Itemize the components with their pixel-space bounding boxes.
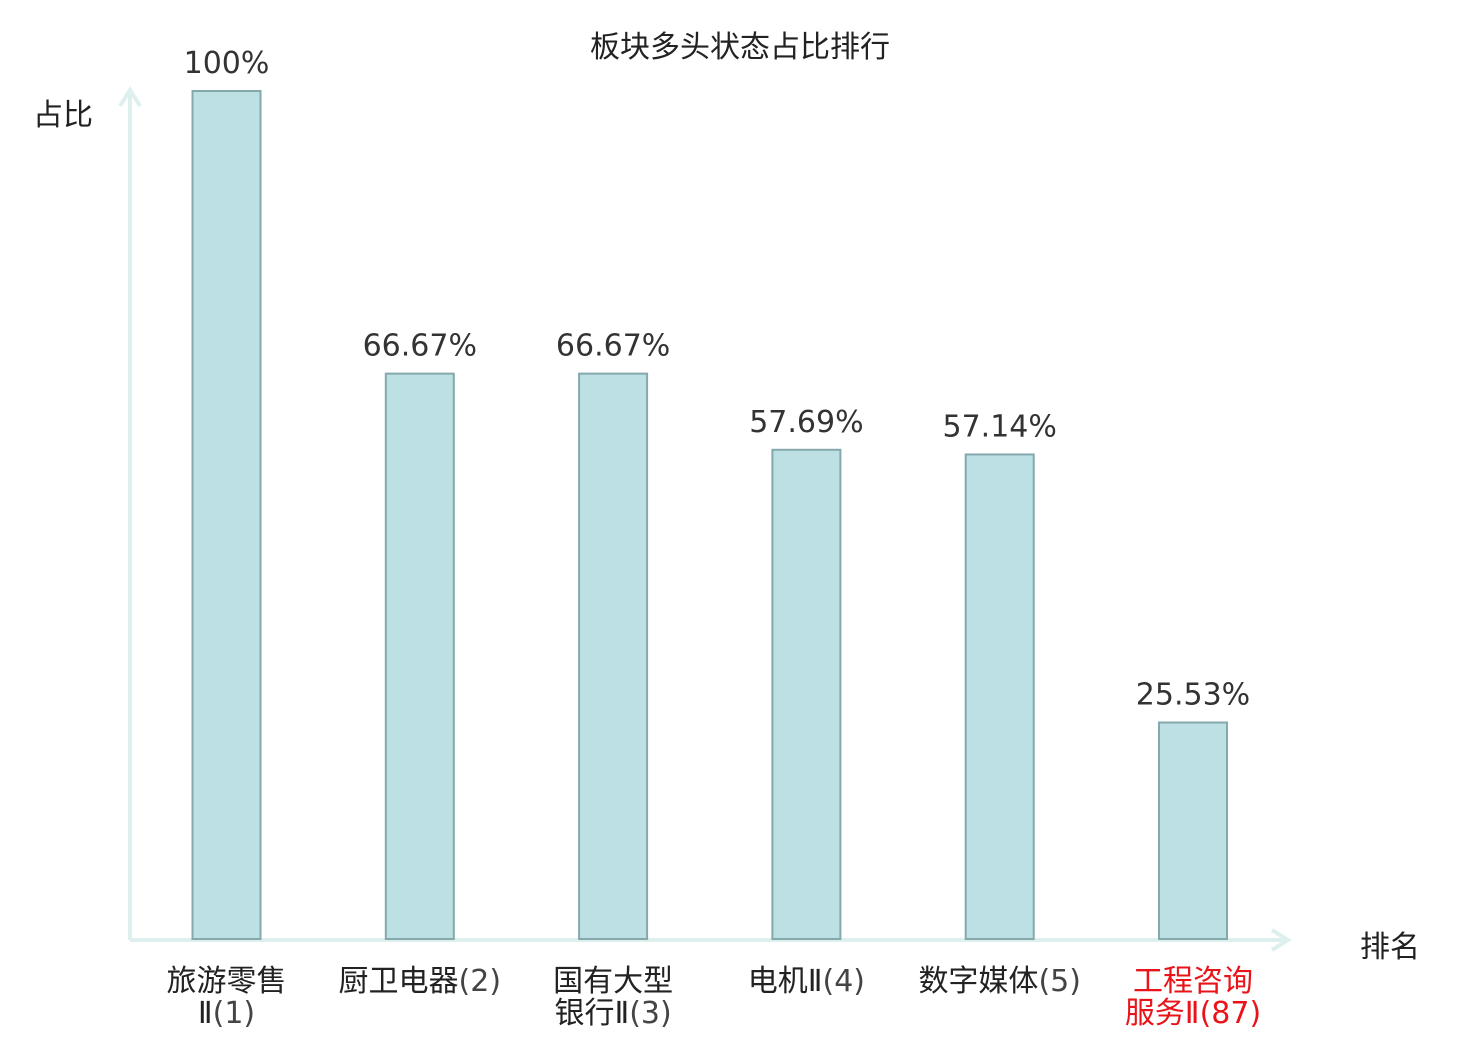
category-rank: (3) — [629, 996, 672, 1031]
category-label: 厨卫电器(2) — [310, 966, 530, 998]
category-rank: (4) — [822, 964, 866, 999]
category-label: 国有大型 银行Ⅱ(3) — [503, 966, 723, 1030]
bar — [771, 448, 842, 940]
category-rank: (87) — [1199, 996, 1262, 1031]
value-label: 57.14% — [943, 409, 1057, 444]
bars-group — [191, 90, 1228, 941]
value-label: 100% — [184, 46, 270, 81]
category-name: 旅游零售 Ⅱ — [166, 964, 287, 1031]
x-axis-arrow — [1270, 928, 1292, 952]
value-label: 66.67% — [556, 329, 670, 364]
bar — [384, 372, 455, 940]
category-label: 数字媒体(5) — [890, 966, 1110, 998]
bar — [1158, 721, 1228, 941]
value-label: 57.69% — [749, 405, 863, 440]
category-name: 工程咨询 服务Ⅱ — [1124, 964, 1253, 1031]
category-rank: (1) — [212, 996, 256, 1031]
bar — [578, 372, 649, 940]
y-axis-label: 占比 — [33, 98, 93, 133]
category-label: 工程咨询 服务Ⅱ(87) — [1083, 966, 1303, 1030]
y-axis-arrow — [118, 86, 142, 108]
category-rank: (2) — [458, 964, 502, 999]
category-rank: (5) — [1038, 964, 1081, 999]
x-axis-label: 排名 — [1360, 930, 1420, 965]
category-label: 旅游零售 Ⅱ(1) — [117, 966, 337, 1030]
value-label: 25.53% — [1136, 678, 1250, 713]
category-name: 电机Ⅱ — [747, 964, 823, 999]
value-label: 66.67% — [363, 329, 477, 364]
category-name: 厨卫电器 — [338, 964, 459, 999]
bar — [191, 90, 262, 940]
value-labels-group: 100% 66.67% 66.67% 57.69% 57.14% 25.53% — [184, 46, 1251, 713]
axes — [118, 86, 1292, 952]
bar — [964, 453, 1035, 940]
category-name: 数字媒体 — [918, 964, 1039, 999]
category-name: 国有大型 银行Ⅱ — [553, 964, 674, 1031]
category-label: 电机Ⅱ(4) — [696, 966, 916, 998]
chart-title: 板块多头状态占比排行 — [590, 30, 890, 65]
